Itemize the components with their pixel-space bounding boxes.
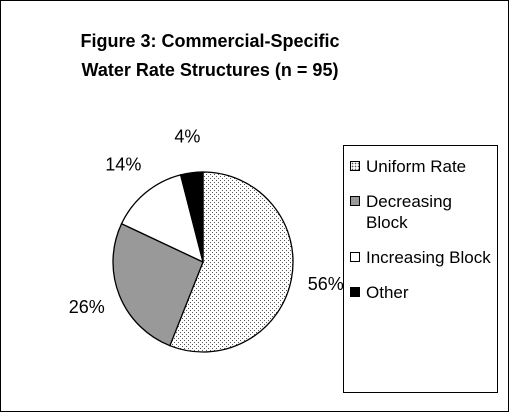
legend-swatch — [350, 161, 360, 171]
legend-swatch — [350, 252, 360, 262]
pie-slice — [120, 174, 204, 264]
legend-label: Uniform Rate — [366, 157, 467, 176]
legend-label: Decreasing Block — [366, 192, 452, 232]
legend: Uniform Rate Decreasing Block Increasing B… — [343, 145, 498, 393]
data-label: 14% — [105, 154, 141, 174]
chart-title: Figure 3: Commercial-Specific — [80, 31, 339, 51]
legend-item: Decreasing Block — [350, 191, 493, 233]
legend-label: Other — [366, 283, 409, 302]
chart-title: Water Rate Structures (n = 95) — [82, 60, 339, 80]
legend-swatch — [350, 196, 360, 206]
data-label: 4% — [174, 127, 200, 147]
data-label: 56% — [308, 274, 344, 294]
pie-slice — [169, 171, 294, 353]
legend-item: Increasing Block — [350, 247, 493, 268]
data-label: 26% — [69, 297, 105, 317]
legend-swatch — [350, 287, 360, 297]
pie-slice — [179, 171, 204, 263]
pie-slice — [112, 222, 204, 347]
legend-label: Increasing Block — [366, 248, 491, 267]
legend-item: Other — [350, 282, 493, 303]
legend-item: Uniform Rate — [350, 156, 493, 177]
